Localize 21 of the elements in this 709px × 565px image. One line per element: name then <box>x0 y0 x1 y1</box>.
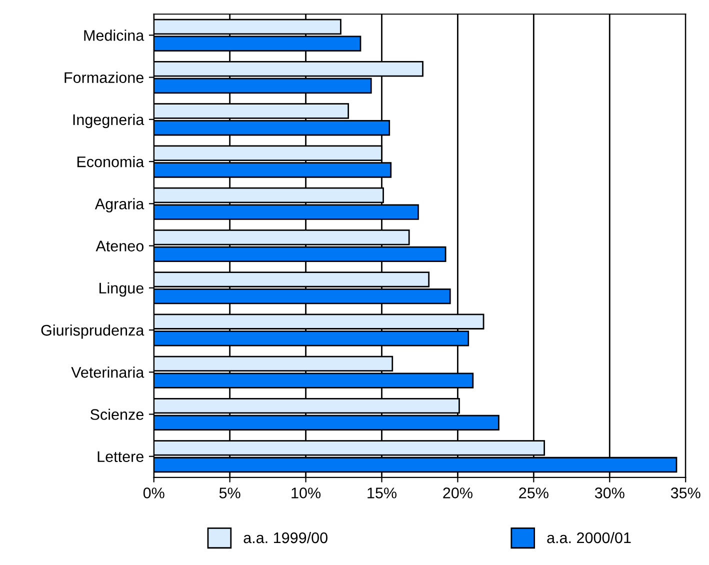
y-tick-label: Scienze <box>90 408 144 420</box>
y-tick-label: Agraria <box>94 198 144 212</box>
y-tick-label: Giurisprudenza <box>41 324 144 339</box>
legend-label: a.a. 1999/00 <box>244 532 328 544</box>
x-tick-label: 35% <box>670 488 700 498</box>
x-tick-label: 15% <box>368 488 396 498</box>
x-tick-label: 5% <box>219 488 240 498</box>
x-tick-label: 20% <box>443 488 472 498</box>
y-tick-label: Lettere <box>98 451 144 462</box>
y-tick-label: Medicina <box>84 30 144 41</box>
x-tick-label: 10% <box>292 488 321 498</box>
y-tick-label: Veterinaria <box>71 366 144 378</box>
y-tick-label: Ingegneria <box>73 114 144 128</box>
x-tick-label: 25% <box>519 488 548 498</box>
y-tick-label: Lingue <box>100 282 144 297</box>
y-tick-label: Ateneo <box>96 240 144 252</box>
x-tick-label: 0% <box>143 488 164 498</box>
x-tick-label: 30% <box>594 488 624 498</box>
y-tick-label: Economia <box>77 156 144 168</box>
legend-label: a.a. 2000/01 <box>547 532 631 544</box>
y-tick-label: Formazione <box>64 72 144 83</box>
